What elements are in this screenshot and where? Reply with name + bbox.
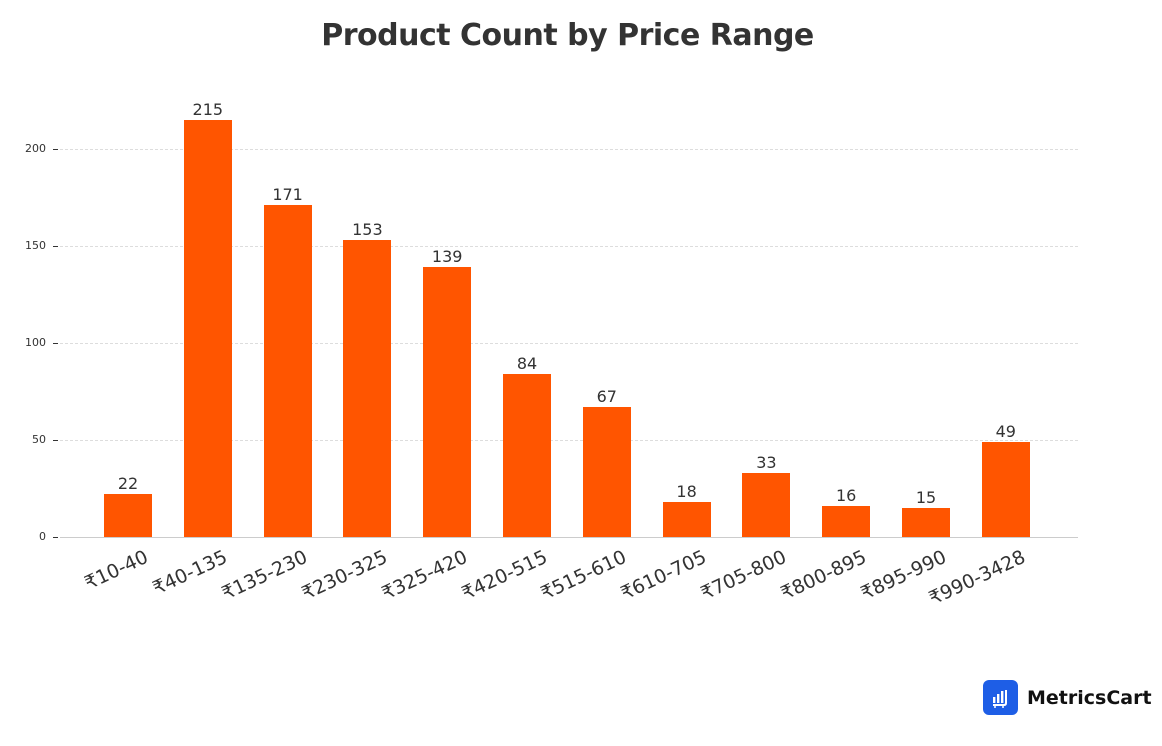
y-tick-mark: [53, 246, 58, 247]
bar: [343, 240, 392, 537]
x-tick-label: ₹515-610: [537, 546, 631, 605]
bar: [981, 441, 1030, 537]
bar: [742, 472, 791, 537]
gridline-50: [60, 440, 1078, 441]
brand-name: MetricsCart: [1027, 686, 1152, 709]
bar-chart-cart-icon: [983, 680, 1018, 715]
y-tick-mark: [53, 343, 58, 344]
bar-value-label: 67: [596, 387, 617, 407]
gridline-100: [60, 343, 1078, 344]
y-tick-label: 50: [32, 433, 46, 446]
y-tick-label: 200: [25, 142, 46, 155]
bar-value-label: 15: [915, 487, 937, 507]
brand-logo: MetricsCart: [983, 680, 1152, 715]
x-tick-label: ₹325-420: [378, 546, 471, 605]
x-tick-label: ₹10-40: [80, 546, 152, 595]
x-tick-label: ₹135-230: [218, 546, 311, 605]
bar-value-label: 33: [756, 452, 777, 472]
y-tick-mark: [53, 537, 58, 538]
gridline-150: [60, 246, 1078, 247]
bar-value-label: 49: [995, 421, 1016, 441]
y-tick-label: 100: [25, 336, 46, 349]
x-tick-label: ₹40-135: [149, 546, 232, 600]
x-tick-label: ₹610-705: [617, 546, 710, 605]
bar: [902, 507, 950, 537]
bar: [104, 494, 152, 537]
x-tick-label: ₹800-895: [777, 546, 870, 605]
bar-value-label: 22: [117, 474, 139, 494]
bar-value-label: 171: [272, 185, 303, 205]
bar-value-label: 215: [192, 99, 224, 119]
x-tick-label: ₹420-515: [458, 546, 551, 605]
bar-value-label: 16: [836, 485, 857, 505]
y-tick-mark: [53, 440, 58, 441]
y-tick-mark: [53, 149, 58, 150]
chart-title: Product Count by Price Range: [321, 18, 814, 53]
bar-value-label: 153: [352, 220, 383, 240]
x-tick-label: ₹705-800: [697, 546, 790, 605]
y-tick-label: 150: [25, 239, 46, 252]
x-axis-line: [60, 537, 1078, 538]
y-tick-label: 0: [39, 530, 46, 543]
bar: [662, 502, 711, 537]
bar: [183, 119, 232, 537]
bar: [423, 267, 472, 537]
bar: [582, 407, 631, 537]
bar: [263, 205, 312, 537]
bar-value-label: 18: [676, 482, 697, 502]
gridline-200: [60, 149, 1078, 150]
plot-area: 0 50 100 150 200 22 ₹10-40 215 ₹40-135 171 ₹1…: [25, 99, 1078, 610]
bar: [503, 374, 551, 537]
bar: [822, 505, 871, 537]
bar-value-label: 139: [431, 247, 463, 267]
bar-value-label: 84: [516, 354, 538, 374]
x-tick-label: ₹230-325: [298, 546, 391, 605]
